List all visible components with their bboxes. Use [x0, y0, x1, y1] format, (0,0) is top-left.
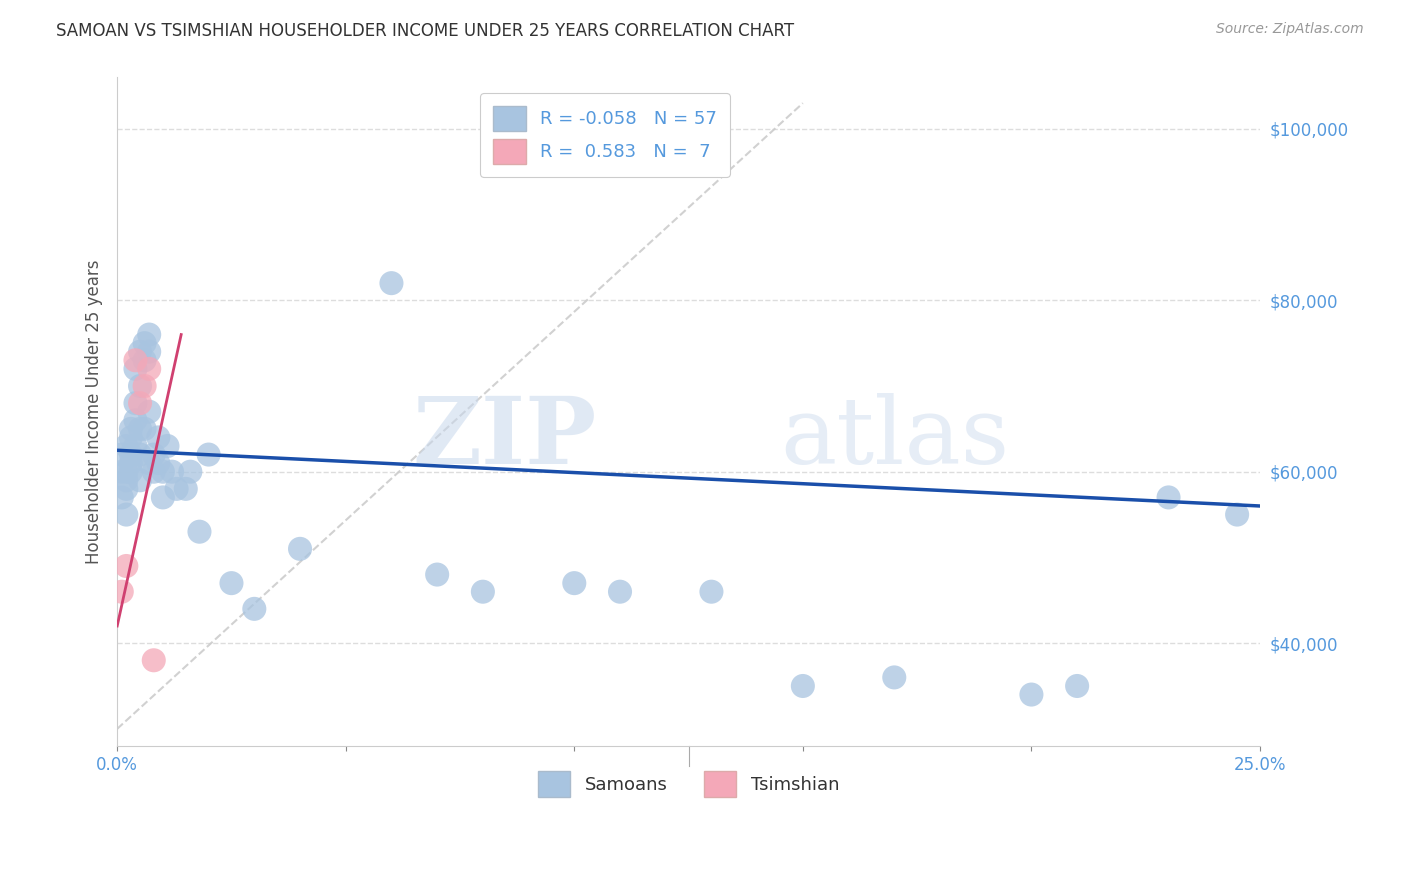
- Point: [174, 482, 197, 496]
- Text: Source: ZipAtlas.com: Source: ZipAtlas.com: [1216, 22, 1364, 37]
- Point: [124, 413, 146, 427]
- Point: [152, 465, 174, 479]
- Point: [115, 482, 138, 496]
- Text: ZIP: ZIP: [413, 393, 598, 483]
- Point: [700, 584, 723, 599]
- Point: [134, 422, 156, 436]
- Point: [138, 362, 160, 376]
- Point: [129, 379, 152, 393]
- Point: [134, 353, 156, 368]
- Point: [792, 679, 814, 693]
- Point: [471, 584, 494, 599]
- Point: [142, 653, 165, 667]
- Point: [197, 448, 219, 462]
- Point: [111, 491, 134, 505]
- Point: [129, 396, 152, 410]
- Point: [138, 344, 160, 359]
- Point: [188, 524, 211, 539]
- Point: [120, 465, 142, 479]
- Point: [134, 336, 156, 351]
- Point: [156, 439, 179, 453]
- Point: [243, 602, 266, 616]
- Point: [179, 465, 201, 479]
- Text: SAMOAN VS TSIMSHIAN HOUSEHOLDER INCOME UNDER 25 YEARS CORRELATION CHART: SAMOAN VS TSIMSHIAN HOUSEHOLDER INCOME U…: [56, 22, 794, 40]
- Point: [111, 584, 134, 599]
- Legend: Samoans, Tsimshian: Samoans, Tsimshian: [530, 764, 846, 804]
- Point: [120, 422, 142, 436]
- Point: [166, 482, 188, 496]
- Point: [142, 465, 165, 479]
- Point: [288, 541, 311, 556]
- Point: [148, 456, 170, 470]
- Point: [129, 344, 152, 359]
- Point: [426, 567, 449, 582]
- Point: [1066, 679, 1088, 693]
- Point: [1157, 491, 1180, 505]
- Point: [120, 456, 142, 470]
- Point: [124, 396, 146, 410]
- Point: [883, 670, 905, 684]
- Point: [152, 491, 174, 505]
- Y-axis label: Householder Income Under 25 years: Householder Income Under 25 years: [86, 260, 103, 564]
- Point: [129, 473, 152, 487]
- Point: [380, 276, 402, 290]
- Text: atlas: atlas: [780, 393, 1010, 483]
- Point: [138, 405, 160, 419]
- Point: [124, 439, 146, 453]
- Point: [138, 456, 160, 470]
- Point: [120, 430, 142, 444]
- Point: [129, 448, 152, 462]
- Point: [124, 362, 146, 376]
- Point: [120, 448, 142, 462]
- Point: [111, 448, 134, 462]
- Point: [1021, 688, 1043, 702]
- Point: [115, 465, 138, 479]
- Point: [124, 353, 146, 368]
- Point: [138, 327, 160, 342]
- Point: [221, 576, 243, 591]
- Point: [115, 473, 138, 487]
- Point: [148, 430, 170, 444]
- Point: [111, 465, 134, 479]
- Point: [129, 422, 152, 436]
- Point: [142, 448, 165, 462]
- Point: [562, 576, 585, 591]
- Point: [1226, 508, 1249, 522]
- Point: [134, 379, 156, 393]
- Point: [609, 584, 631, 599]
- Point: [115, 439, 138, 453]
- Point: [115, 508, 138, 522]
- Point: [160, 465, 183, 479]
- Point: [115, 559, 138, 574]
